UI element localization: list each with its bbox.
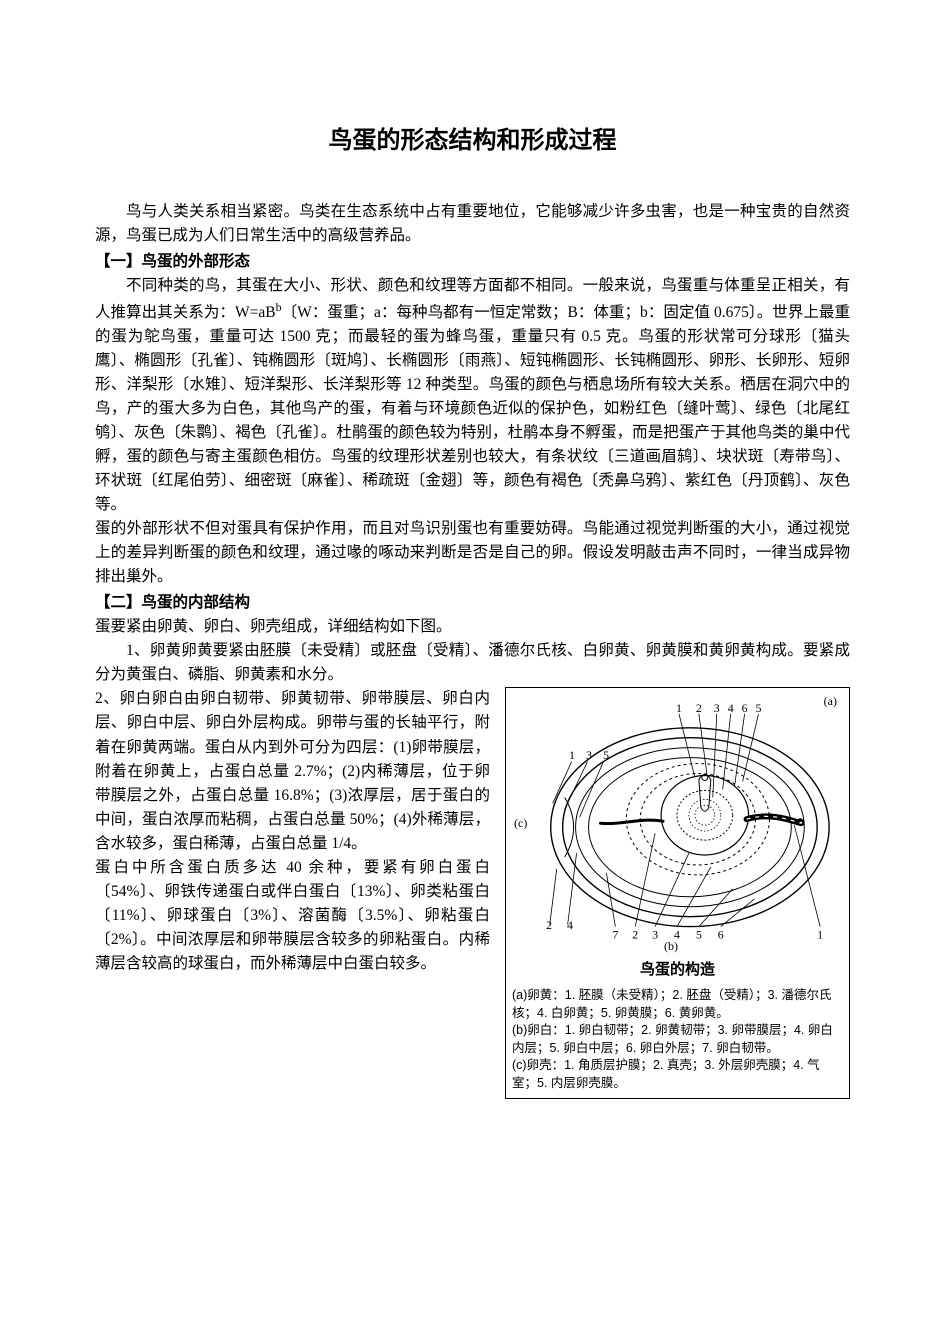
- svg-text:6: 6: [718, 928, 724, 942]
- figure-captions: (a)卵黄：1. 胚膜（未受精）；2. 胚盘（受精）；3. 潘德尔氏核；4. 白…: [506, 983, 849, 1098]
- svg-text:5: 5: [756, 701, 762, 715]
- page-title: 鸟蛋的形态结构和形成过程: [95, 120, 850, 155]
- svg-text:3: 3: [714, 701, 720, 715]
- caption-c: (c)卵壳：1. 角质层护膜；2. 真壳；3. 外层卵壳膜；4. 气室；5. 内…: [512, 1057, 843, 1092]
- caption-a: (a)卵黄：1. 胚膜（未受精）；2. 胚盘（受精）；3. 潘德尔氏核；4. 白…: [512, 987, 843, 1022]
- section-2-para-1: 蛋要紧由卵黄、卵白、卵壳组成，详细结构如下图。: [95, 615, 850, 639]
- svg-text:1: 1: [676, 701, 682, 715]
- egg-figure-box: 1234657234561 (a) (c) (b) 1 3 5 2 4 鸟蛋的构…: [505, 687, 850, 1099]
- egg-diagram-svg: 1234657234561: [506, 688, 849, 954]
- s1p1b: 〔W：蛋重；a：每种鸟都有一恒定常数；B：体重；b：固定值 0.675〕。世界上…: [95, 304, 850, 513]
- figure-title: 鸟蛋的构造: [506, 956, 849, 983]
- section-2-para-2: 1、卵黄卵黄要紧由胚膜〔未受精〕或胚盘〔受精〕、潘德尔氏核、白卵黄、卵黄膜和黄卵…: [95, 639, 850, 687]
- label-a: (a): [824, 694, 837, 709]
- svg-text:4: 4: [728, 701, 734, 715]
- caption-b: (b)卵白：1. 卵白韧带；2. 卵黄韧带；3. 卵带膜层；4. 卵白内层；5.…: [512, 1022, 843, 1057]
- svg-text:7: 7: [612, 928, 618, 942]
- section-2-para-4: 蛋白中所含蛋白质多达 40 余种，要紧有卵白蛋白〔54%〕、卵铁传递蛋白或伴白蛋…: [95, 856, 490, 976]
- section-1-para-1: 不同种类的鸟，其蛋在大小、形状、颜色和纹理等方面都不相同。一般来说，鸟蛋重与体重…: [95, 274, 850, 517]
- label-b: (b): [664, 939, 678, 954]
- section-1-para-2: 蛋的外部形状不但对蛋具有保护作用，而且对鸟识别蛋也有重要妨碍。鸟能通过视觉判断蛋…: [95, 517, 850, 589]
- two-column-wrap: 2、卵白卵白由卵白韧带、卵黄韧带、卵带膜层、卵白内层、卵白中层、卵白外层构成。卵…: [95, 687, 850, 975]
- label-bot-left-nums: 2 4: [546, 918, 579, 933]
- svg-text:2: 2: [696, 701, 702, 715]
- svg-text:2: 2: [632, 928, 638, 942]
- section-2-head: 【二】鸟蛋的内部结构: [95, 591, 850, 615]
- section-1-head: 【一】鸟蛋的外部形态: [95, 250, 850, 274]
- svg-text:6: 6: [742, 701, 748, 715]
- label-top-left-nums: 1 3 5: [569, 748, 613, 763]
- svg-text:1: 1: [817, 928, 823, 942]
- section-2-para-3: 2、卵白卵白由卵白韧带、卵黄韧带、卵带膜层、卵白内层、卵白中层、卵白外层构成。卵…: [95, 687, 490, 855]
- egg-diagram-area: 1234657234561 (a) (c) (b) 1 3 5 2 4: [506, 688, 849, 956]
- label-c: (c): [514, 816, 527, 831]
- intro-paragraph: 鸟与人类关系相当紧密。鸟类在生态系统中占有重要地位，它能够减少许多虫害，也是一种…: [95, 200, 850, 248]
- svg-text:3: 3: [652, 928, 658, 942]
- svg-text:5: 5: [696, 928, 702, 942]
- left-text-column: 2、卵白卵白由卵白韧带、卵黄韧带、卵带膜层、卵白内层、卵白中层、卵白外层构成。卵…: [95, 687, 490, 975]
